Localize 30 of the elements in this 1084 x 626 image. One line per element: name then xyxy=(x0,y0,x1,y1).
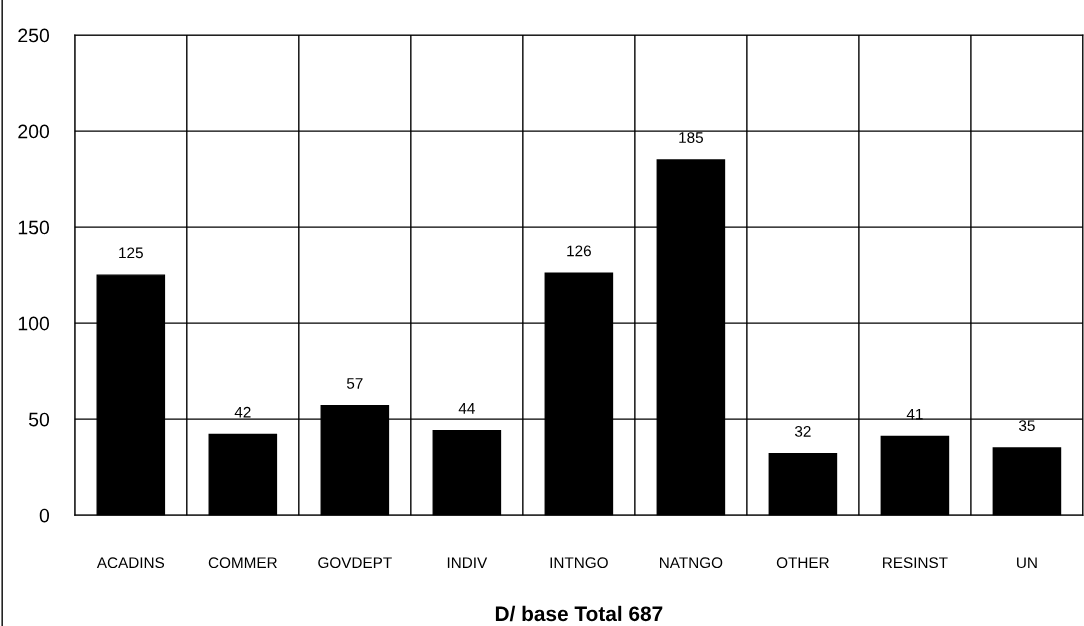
bar xyxy=(992,447,1062,516)
data-label: 44 xyxy=(458,403,475,414)
x-tick-label: RESINST xyxy=(883,557,948,569)
y-tick-label: 100 xyxy=(18,316,50,331)
data-label: 42 xyxy=(234,406,251,418)
x-tick-label: ACADINS xyxy=(96,557,165,569)
bar xyxy=(432,429,502,516)
bar xyxy=(880,435,950,516)
x-tick-label: NATNGO xyxy=(660,557,723,569)
data-label: 125 xyxy=(119,247,143,259)
x-axis-title: D/ base Total 687 xyxy=(495,605,663,622)
y-tick-label: 150 xyxy=(18,220,50,235)
y-tick-label: 200 xyxy=(18,124,50,139)
data-label: 57 xyxy=(346,378,363,389)
x-tick-label: GOVDEPT xyxy=(318,557,392,569)
bar xyxy=(208,433,278,516)
data-label: 35 xyxy=(1019,420,1035,432)
data-label: 41 xyxy=(906,408,923,420)
x-tick-label: COMMER xyxy=(208,557,277,569)
data-label: 126 xyxy=(567,245,591,257)
x-tick-label: INTNGO xyxy=(550,557,608,569)
x-tick-label: UN xyxy=(1017,557,1037,569)
x-tick-label: INDIV xyxy=(447,557,488,568)
data-label: 32 xyxy=(794,426,811,437)
y-tick-label: 50 xyxy=(28,412,50,427)
bar xyxy=(768,453,838,516)
y-tick-label: 0 xyxy=(39,508,50,523)
data-label: 185 xyxy=(679,132,703,143)
x-tick-label: OTHER xyxy=(776,557,829,569)
y-tick-label: 250 xyxy=(18,28,50,43)
